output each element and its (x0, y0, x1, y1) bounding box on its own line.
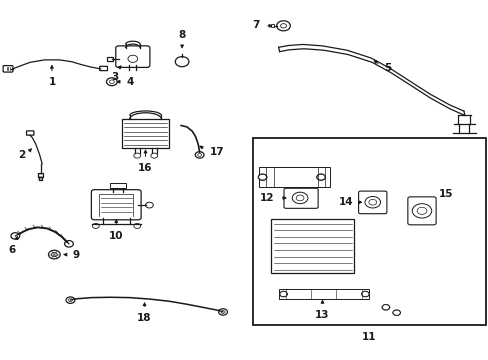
Circle shape (279, 291, 287, 297)
Text: 7: 7 (252, 20, 260, 30)
Text: 4: 4 (126, 77, 134, 87)
Text: 1: 1 (49, 77, 57, 87)
Bar (253, 138, 485, 325)
Circle shape (381, 305, 389, 310)
Bar (38, 173, 43, 177)
Text: 15: 15 (438, 189, 452, 199)
Text: 2: 2 (18, 150, 25, 160)
Text: 17: 17 (209, 147, 224, 157)
Text: 16: 16 (138, 163, 152, 173)
Circle shape (392, 310, 400, 316)
Text: 18: 18 (137, 313, 151, 323)
Text: 6: 6 (9, 245, 16, 255)
Bar (107, 57, 113, 60)
Text: 3: 3 (111, 72, 118, 82)
Bar (270, 24, 274, 27)
Bar (271, 220, 353, 273)
Text: 9: 9 (73, 249, 80, 260)
Bar (278, 289, 368, 299)
Text: 8: 8 (178, 30, 185, 40)
Text: 14: 14 (338, 197, 353, 207)
Text: 11: 11 (361, 332, 375, 342)
Bar (110, 183, 125, 188)
Text: 10: 10 (109, 231, 123, 241)
Text: 12: 12 (260, 193, 274, 203)
Circle shape (316, 174, 325, 180)
Circle shape (361, 291, 368, 297)
Circle shape (258, 174, 266, 180)
Text: 13: 13 (315, 310, 329, 320)
Text: 5: 5 (383, 63, 390, 73)
